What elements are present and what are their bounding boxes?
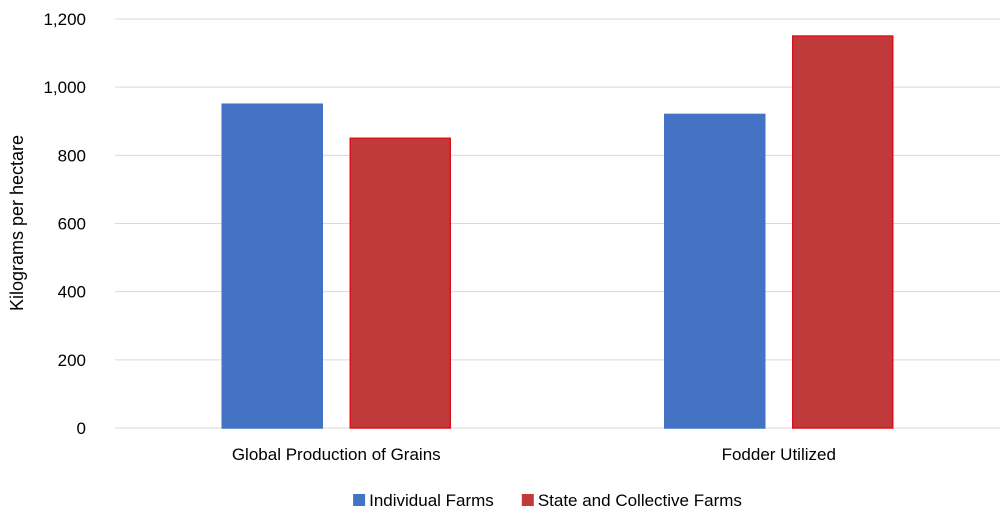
x-tick-label: Global Production of Grains	[232, 445, 441, 464]
y-tick-label: 1,000	[43, 78, 86, 97]
legend-label: Individual Farms	[369, 491, 494, 510]
bars	[221, 35, 894, 429]
legend-label: State and Collective Farms	[538, 491, 742, 510]
y-tick-label: 200	[58, 351, 86, 370]
y-axis-ticks: 0 200 400 600 800 1,000 1,200	[43, 10, 86, 438]
y-tick-label: 0	[77, 419, 86, 438]
bar-individual-farms-1	[664, 113, 766, 429]
bar-state-collective-farms-0	[349, 137, 451, 429]
legend-swatch	[521, 494, 534, 506]
x-axis-ticks: Global Production of Grains Fodder Utiliz…	[232, 445, 836, 464]
bar-individual-farms-0	[221, 103, 323, 429]
x-tick-label: Fodder Utilized	[722, 445, 836, 464]
y-tick-label: 600	[58, 215, 86, 234]
y-axis-title: Kilograms per hectare	[7, 135, 27, 311]
legend: Individual Farms State and Collective Far…	[353, 491, 742, 510]
y-tick-label: 800	[58, 146, 86, 165]
legend-swatch	[353, 494, 366, 506]
y-tick-label: 1,200	[43, 10, 86, 29]
bar-state-collective-farms-1	[792, 35, 894, 429]
y-tick-label: 400	[58, 283, 86, 302]
